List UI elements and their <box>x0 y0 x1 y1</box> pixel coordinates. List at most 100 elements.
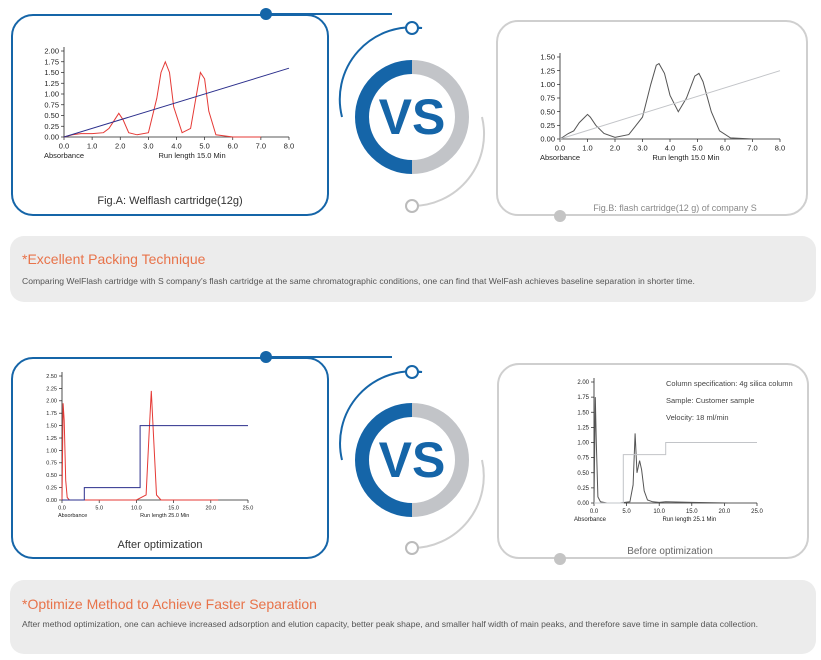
y-axis-label: Absorbance <box>44 151 84 160</box>
chart-1: 0.0 1.0 2.0 3.0 4.0 5.0 6.0 7.0 8.0 0.00 0.25 0.50 0… <box>44 47 294 160</box>
vs-ring-right <box>411 403 469 517</box>
y-tick-label: 0.25 <box>46 486 57 492</box>
y-tick-label: 0.50 <box>46 473 57 479</box>
section-packing-title: *Excellent Packing Technique <box>22 251 206 267</box>
top-right-card <box>496 20 808 216</box>
x-axis-label: Run length 25.1 Min <box>662 517 716 523</box>
info-line-3: Velocity: 18 ml/min <box>666 413 729 422</box>
x-tick-label: 2.0 <box>610 144 620 153</box>
x-tick-label: 3.0 <box>143 142 153 151</box>
connector-dot <box>405 21 419 35</box>
y-tick-label: 0.75 <box>46 461 57 467</box>
x-axis-label: Run length 15.0 Min <box>159 151 226 160</box>
y-tick-label: 0.50 <box>540 107 555 116</box>
x-tick-label: 4.0 <box>171 142 181 151</box>
info-line-2: Sample: Customer sample <box>666 396 755 405</box>
connector-dot <box>405 541 419 555</box>
y-tick-label: 0.00 <box>44 133 59 142</box>
section-packing: *Excellent Packing Technique Comparing W… <box>10 236 816 302</box>
x-tick-label: 10.0 <box>653 509 665 515</box>
series-line-2 <box>559 70 781 140</box>
y-tick-label: 1.25 <box>44 79 59 88</box>
chart-4: 0.0 5.0 10.0 15.0 20.0 25.0 0.00 0.25 0.50 0.75 1.… <box>574 378 763 523</box>
x-tick-label: 2.0 <box>115 142 125 151</box>
y-tick-label: 1.00 <box>44 90 59 99</box>
y-tick-label: 0.25 <box>577 486 589 492</box>
y-tick-label: 1.75 <box>577 395 589 401</box>
x-tick-label: 5.0 <box>692 144 702 153</box>
chart-2: 0.0 1.0 2.0 3.0 4.0 5.0 6.0 7.0 8.0 0.00 0.25 0.50 0… <box>540 53 785 162</box>
section-optimize-title: *Optimize Method to Achieve Faster Separ… <box>22 596 317 612</box>
y-tick-label: 0.75 <box>44 100 59 109</box>
section-packing-body: Comparing WelFlash cartridge with S comp… <box>22 276 695 286</box>
x-tick-label: 5.0 <box>199 142 209 151</box>
connector-dot <box>405 365 419 379</box>
y-tick-label: 0.50 <box>577 471 589 477</box>
x-tick-label: 20.0 <box>719 509 731 515</box>
y-tick-label: 1.50 <box>44 68 59 77</box>
vs-badge-top: VS <box>260 8 566 222</box>
y-tick-label: 0.00 <box>46 498 57 504</box>
y-axis-label: Absorbance <box>540 153 580 162</box>
y-tick-label: 1.00 <box>540 80 555 89</box>
x-tick-label: 10.0 <box>131 506 142 512</box>
top-right-caption: Fig.B: flash cartridge(12 g) of company … <box>593 203 757 213</box>
x-tick-label: 5.0 <box>95 506 103 512</box>
x-tick-label: 0.0 <box>555 144 565 153</box>
vs-label: VS <box>379 432 446 488</box>
y-tick-label: 0.75 <box>577 456 589 462</box>
x-tick-label: 6.0 <box>228 142 238 151</box>
y-tick-label: 1.25 <box>577 425 589 431</box>
y-tick-label: 0.00 <box>577 501 589 507</box>
connector-line <box>411 459 485 549</box>
x-tick-label: 25.0 <box>243 506 254 512</box>
x-tick-label: 25.0 <box>751 509 763 515</box>
x-tick-label: 1.0 <box>582 144 592 153</box>
x-tick-label: 15.0 <box>168 506 179 512</box>
x-tick-label: 7.0 <box>747 144 757 153</box>
y-tick-label: 1.50 <box>577 410 589 416</box>
connector-dot <box>554 553 566 565</box>
connector-dot <box>554 210 566 222</box>
x-tick-label: 0.0 <box>590 509 599 515</box>
y-tick-label: 1.50 <box>540 53 555 62</box>
x-tick-label: 3.0 <box>637 144 647 153</box>
section-optimize-body: After method optimization, one can achie… <box>22 619 758 629</box>
x-tick-label: 15.0 <box>686 509 698 515</box>
x-tick-label: 20.0 <box>205 506 216 512</box>
section-optimize: *Optimize Method to Achieve Faster Separ… <box>10 580 816 654</box>
x-tick-label: 4.0 <box>665 144 675 153</box>
chart-3: 0.0 5.0 10.0 15.0 20.0 25.0 0.00 0.25 0.50 0.75 1.… <box>46 372 253 519</box>
vs-ring-left <box>355 60 413 174</box>
connector-dot <box>405 199 419 213</box>
series-line-2 <box>62 425 248 501</box>
y-tick-label: 1.00 <box>46 448 57 454</box>
y-tick-label: 1.25 <box>540 66 555 75</box>
vs-ring-left <box>355 403 413 517</box>
y-tick-label: 2.00 <box>46 399 57 405</box>
vs-ring-right <box>411 60 469 174</box>
y-tick-label: 1.25 <box>46 436 57 442</box>
bottom-right-caption: Before optimization <box>627 546 713 557</box>
series-line-1 <box>593 397 728 504</box>
x-tick-label: 5.0 <box>622 509 631 515</box>
y-tick-label: 1.50 <box>46 424 57 430</box>
y-tick-label: 0.25 <box>44 122 59 131</box>
x-tick-label: 6.0 <box>720 144 730 153</box>
x-tick-label: 0.0 <box>59 142 69 151</box>
vs-label: VS <box>379 89 446 145</box>
bottom-left-card <box>11 357 329 559</box>
y-tick-label: 0.50 <box>44 111 59 120</box>
x-tick-label: 0.0 <box>58 506 66 512</box>
x-axis-label: Run length 25.0 Min <box>140 513 189 519</box>
x-tick-label: 8.0 <box>284 142 294 151</box>
x-tick-label: 8.0 <box>775 144 785 153</box>
y-tick-label: 0.00 <box>540 135 555 144</box>
y-tick-label: 2.00 <box>577 380 589 386</box>
x-axis-label: Run length 15.0 Min <box>652 153 719 162</box>
y-tick-label: 1.75 <box>46 411 57 417</box>
connector-line <box>411 116 485 207</box>
bottom-right-card <box>497 363 809 559</box>
series-line-2 <box>63 67 290 138</box>
